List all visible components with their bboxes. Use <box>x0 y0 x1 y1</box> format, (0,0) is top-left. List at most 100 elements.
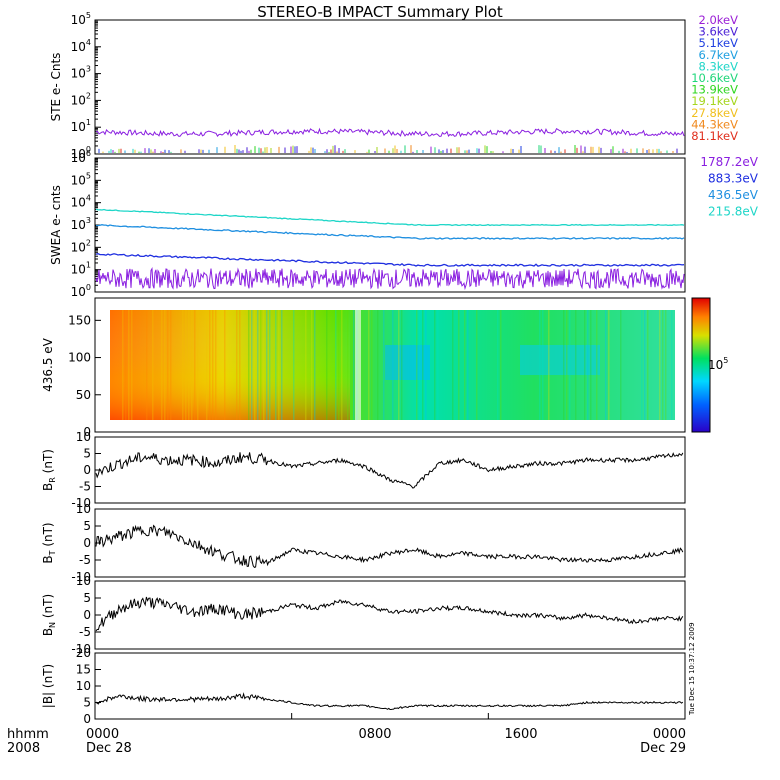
legend-ste-item: 2.0keV <box>699 13 739 27</box>
heatmap-stripes <box>122 310 673 420</box>
bt-tick-label-10: 10 <box>76 502 91 516</box>
heatmap-stripe <box>584 310 586 420</box>
legend-swea-item: 1787.2eV <box>700 155 758 169</box>
legend-ste-item: 6.7keV <box>699 48 739 62</box>
heatmap-stripe <box>548 310 550 420</box>
plot-title: STEREO-B IMPACT Summary Plot <box>257 3 503 21</box>
br-tick-label-10: 10 <box>76 430 91 444</box>
br-tick-label-5: 5 <box>83 447 91 461</box>
panel-br-ylabel: BR (nT) <box>41 449 57 491</box>
panel-br-frame <box>94 436 686 504</box>
bmag-tick-label-0: 0 <box>83 712 91 726</box>
heatmap-stripe <box>464 310 466 420</box>
magnetic-field-panels: -10 -5 0 5 10 BR (nT) -10 -5 0 5 10 BT (nT) -10 -5 0 5 1… <box>41 430 686 726</box>
heatmap-stripe <box>167 310 169 420</box>
panel-swea-ylabel: SWEA e- cnts <box>49 185 63 265</box>
heatmap-stripe <box>326 310 328 420</box>
x-date-end: Dec 29 <box>640 741 686 756</box>
heatmap-stripe <box>368 310 370 420</box>
series-br <box>95 452 684 489</box>
heatmap-stripe <box>311 310 313 420</box>
heatmap-stripe <box>146 310 148 420</box>
legend-ste-item: 44.3keV <box>691 117 738 131</box>
heatmap-stripe <box>383 310 385 420</box>
bmag-tick-label-15: 15 <box>76 663 91 677</box>
heatmap-stripe <box>161 310 163 420</box>
panel-pad-frame <box>94 297 686 433</box>
heatmap-stripe <box>590 310 592 420</box>
heatmap-stripe <box>497 310 499 420</box>
heatmap-stripe <box>620 310 622 420</box>
series-ste-2kev <box>95 127 685 138</box>
panel-swea: SWEA e- cnts 100 101 102 103 104 105 106 1787.… <box>49 149 759 299</box>
bn-tick-label--5: -5 <box>79 625 91 639</box>
heatmap-stripe <box>566 310 568 420</box>
heatmap-stripe <box>416 310 418 420</box>
bn-tick-label-5: 5 <box>83 591 91 605</box>
heatmap-stripe <box>188 310 190 420</box>
ste-tick-label-2: 102 <box>71 91 91 107</box>
heatmap-stripe <box>212 310 214 420</box>
bt-tick-label--5: -5 <box>79 553 91 567</box>
br-tick-label-0: 0 <box>83 463 91 477</box>
br-tick-label--10: -10 <box>71 496 91 510</box>
heatmap-stripe <box>398 310 400 420</box>
panel-ste-frame <box>94 19 686 155</box>
panel-bn-frame <box>94 580 686 650</box>
heatmap-stripe <box>335 310 337 420</box>
colorbar-label: 105 <box>708 356 728 372</box>
heatmap-gap <box>355 310 361 420</box>
swea-tick-label-6: 106 <box>71 149 91 165</box>
heatmap-stripe <box>236 310 238 420</box>
heatmap-stripe <box>278 310 280 420</box>
pad-tick-label-150: 150 <box>68 313 91 327</box>
legend-swea-item: 883.3eV <box>708 172 759 186</box>
bt-tick-label-0: 0 <box>83 536 91 550</box>
swea-tick-label-1: 101 <box>71 261 91 277</box>
heatmap-stripe <box>659 310 661 420</box>
heatmap-stripe <box>182 310 184 420</box>
heatmap-stripe <box>266 310 268 420</box>
heatmap-stripe <box>539 310 541 420</box>
heatmap-stripe <box>467 310 469 420</box>
generation-timestamp: Tue Dec 15 10:37:12 2009 <box>688 622 696 716</box>
heatmap-stripe <box>275 310 277 420</box>
heatmap-stripe <box>314 310 316 420</box>
heatmap-stripe <box>563 310 565 420</box>
panel-bmag-ylabel: |B| (nT) <box>41 664 55 708</box>
heatmap-stripe <box>437 310 439 420</box>
heatmap-stripe <box>239 310 241 420</box>
heatmap-stripe <box>458 310 460 420</box>
heatmap-stripe <box>251 310 253 420</box>
heatmap-stripe <box>644 310 646 420</box>
heatmap-stripe <box>452 310 454 420</box>
x-axis-unit: hhmm <box>7 727 49 742</box>
legend-ste-item: 81.1keV <box>691 129 738 143</box>
x-axis-year: 2008 <box>7 741 40 756</box>
heatmap-stripe <box>128 310 130 420</box>
heatmap-stripe <box>353 310 355 420</box>
heatmap-stripe <box>152 310 154 420</box>
ste-tick-label-5: 105 <box>71 11 91 27</box>
heatmap-stripe <box>305 310 307 420</box>
legend-swea-item: 436.5eV <box>708 188 759 202</box>
swea-tick-label-3: 103 <box>71 216 91 232</box>
heatmap-stripe <box>263 310 265 420</box>
br-tick-label--5: -5 <box>79 480 91 494</box>
heatmap-stripe <box>248 310 250 420</box>
heatmap-stripe <box>419 310 421 420</box>
heatmap-stripe <box>254 310 256 420</box>
bmag-tick-label-20: 20 <box>76 646 91 660</box>
heatmap-stripe <box>164 310 166 420</box>
heatmap-stripe <box>377 310 379 420</box>
panel-swea-ticks: 100 101 102 103 104 105 106 <box>71 149 101 299</box>
bn-tick-label-0: 0 <box>83 608 91 622</box>
bt-tick-label-5: 5 <box>83 519 91 533</box>
pad-tick-label-0: 0 <box>83 425 91 439</box>
ste-tick-label-3: 103 <box>71 65 91 81</box>
heatmap-stripe <box>125 310 127 420</box>
bmag-tick-label-5: 5 <box>83 696 91 710</box>
heatmap-stripe <box>665 310 667 420</box>
swea-tick-label-5: 105 <box>71 171 91 187</box>
